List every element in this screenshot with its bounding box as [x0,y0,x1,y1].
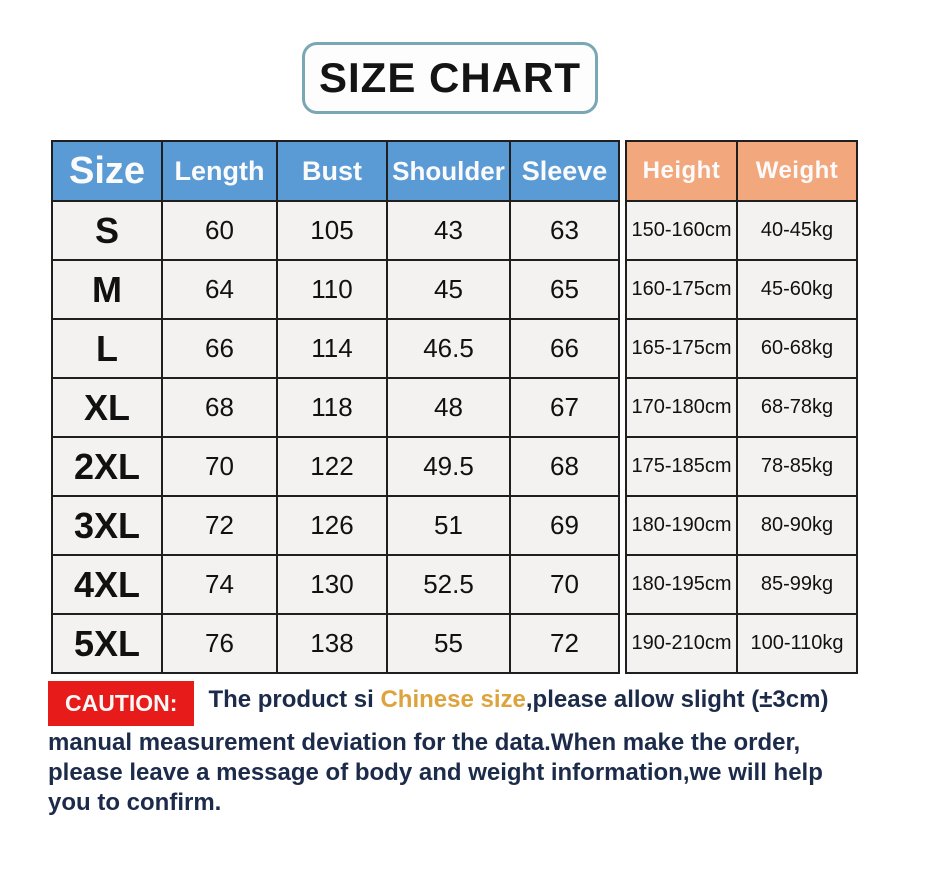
caution-note: CAUTION: The product si Chinese size,plea… [48,681,906,818]
caution-line-4: you to confirm. [48,789,222,816]
weight-cell: 78-85kg [736,436,858,497]
shoulder-cell: 48 [386,377,511,438]
header-sleeve: Sleeve [509,140,620,202]
size-cell: 3XL [51,495,163,556]
length-cell: 66 [161,318,278,379]
caution-label: CAUTION: [48,681,195,726]
size-cell: 4XL [51,554,163,615]
weight-cell: 60-68kg [736,318,858,379]
bust-cell: 130 [276,554,388,615]
height-cell: 165-175cm [625,318,738,379]
size-cell: XL [51,377,163,438]
bust-cell: 110 [276,259,388,320]
shoulder-cell: 45 [386,259,511,320]
weight-cell: 68-78kg [736,377,858,438]
caution-text: The product si [208,686,381,713]
table-row: 175-185cm 78-85kg [625,436,858,497]
header-height: Height [625,140,738,202]
header-size: Size [51,140,163,202]
caution-line-1: CAUTION: The product si Chinese size,plea… [48,681,906,726]
bust-cell: 118 [276,377,388,438]
sleeve-cell: 72 [509,613,620,674]
bust-cell: 114 [276,318,388,379]
caution-highlight: Chinese size [380,686,526,713]
shoulder-cell: 46.5 [386,318,511,379]
shoulder-cell: 51 [386,495,511,556]
height-cell: 160-175cm [625,259,738,320]
table-row: M 64 110 45 65 [51,259,620,320]
weight-cell: 100-110kg [736,613,858,674]
bust-cell: 105 [276,200,388,261]
table-header-row: Height Weight [625,140,858,202]
weight-cell: 80-90kg [736,495,858,556]
bust-cell: 138 [276,613,388,674]
page-title: SIZE CHART [319,54,581,101]
table-row: 190-210cm 100-110kg [625,613,858,674]
height-weight-table: Height Weight 150-160cm 40-45kg 160-175c… [625,140,858,674]
measurements-table: Size Length Bust Shoulder Sleeve S 60 10… [51,140,620,674]
size-cell: L [51,318,163,379]
caution-text: ,please allow slight (±3cm) [525,686,829,713]
shoulder-cell: 43 [386,200,511,261]
size-cell: S [51,200,163,261]
caution-line-2: manual measurement deviation for the dat… [48,729,801,756]
table-row: 4XL 74 130 52.5 70 [51,554,620,615]
table-row: 160-175cm 45-60kg [625,259,858,320]
height-cell: 170-180cm [625,377,738,438]
length-cell: 60 [161,200,278,261]
table-row: 150-160cm 40-45kg [625,200,858,261]
header-bust: Bust [276,140,388,202]
length-cell: 70 [161,436,278,497]
sleeve-cell: 63 [509,200,620,261]
height-cell: 180-190cm [625,495,738,556]
table-row: 5XL 76 138 55 72 [51,613,620,674]
height-cell: 175-185cm [625,436,738,497]
sleeve-cell: 66 [509,318,620,379]
height-cell: 150-160cm [625,200,738,261]
length-cell: 72 [161,495,278,556]
height-cell: 190-210cm [625,613,738,674]
header-weight: Weight [736,140,858,202]
table-header-row: Size Length Bust Shoulder Sleeve [51,140,620,202]
shoulder-cell: 49.5 [386,436,511,497]
length-cell: 76 [161,613,278,674]
shoulder-cell: 55 [386,613,511,674]
height-cell: 180-195cm [625,554,738,615]
table-row: 180-190cm 80-90kg [625,495,858,556]
sleeve-cell: 65 [509,259,620,320]
sleeve-cell: 69 [509,495,620,556]
weight-cell: 85-99kg [736,554,858,615]
table-row: 170-180cm 68-78kg [625,377,858,438]
shoulder-cell: 52.5 [386,554,511,615]
length-cell: 74 [161,554,278,615]
sleeve-cell: 70 [509,554,620,615]
header-length: Length [161,140,278,202]
table-row: L 66 114 46.5 66 [51,318,620,379]
size-cell: M [51,259,163,320]
caution-line-3: please leave a message of body and weigh… [48,759,823,786]
table-row: 3XL 72 126 51 69 [51,495,620,556]
table-row: 2XL 70 122 49.5 68 [51,436,620,497]
sleeve-cell: 67 [509,377,620,438]
size-chart-title-box: SIZE CHART [302,42,598,114]
size-table-container: Size Length Bust Shoulder Sleeve S 60 10… [51,140,858,674]
bust-cell: 126 [276,495,388,556]
length-cell: 64 [161,259,278,320]
bust-cell: 122 [276,436,388,497]
size-cell: 2XL [51,436,163,497]
table-row: 180-195cm 85-99kg [625,554,858,615]
table-row: 165-175cm 60-68kg [625,318,858,379]
size-cell: 5XL [51,613,163,674]
table-row: S 60 105 43 63 [51,200,620,261]
weight-cell: 45-60kg [736,259,858,320]
header-shoulder: Shoulder [386,140,511,202]
length-cell: 68 [161,377,278,438]
weight-cell: 40-45kg [736,200,858,261]
sleeve-cell: 68 [509,436,620,497]
table-row: XL 68 118 48 67 [51,377,620,438]
